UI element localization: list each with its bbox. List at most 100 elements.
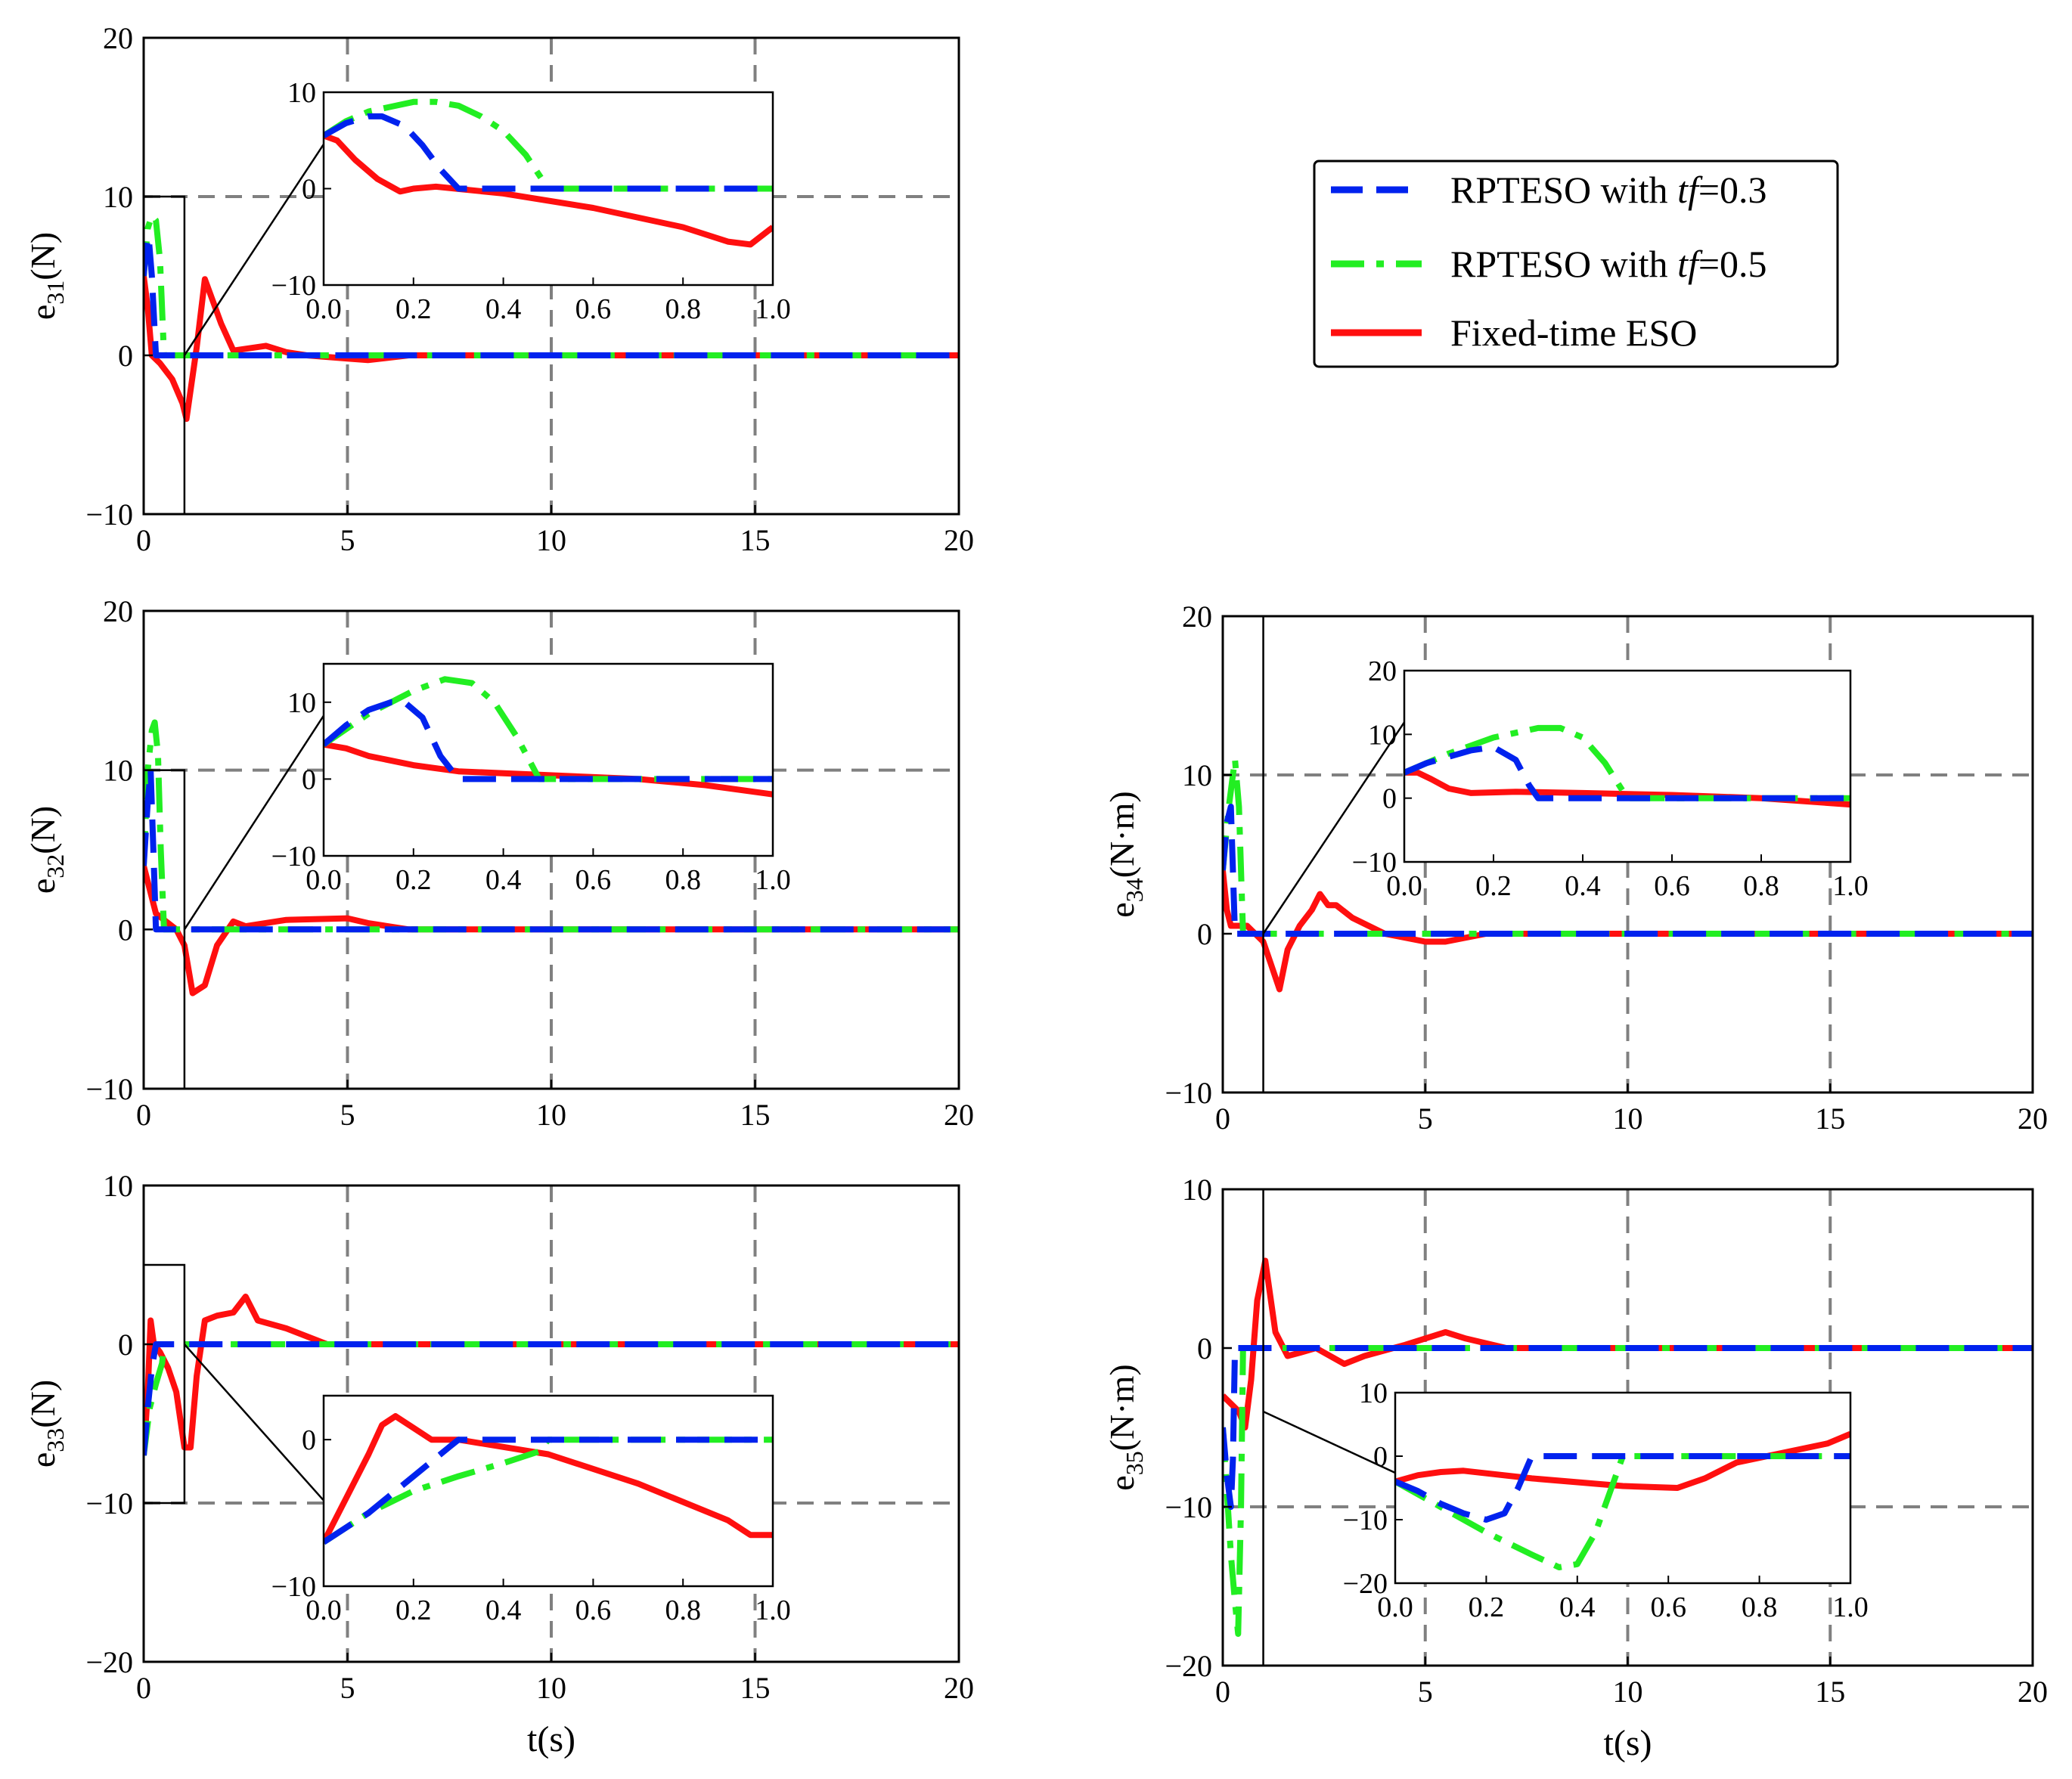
inset-x-tick-label: 0.4 [485, 293, 522, 325]
inset-y-tick-label: 0 [1373, 1441, 1388, 1473]
inset-y-tick-label: 0 [302, 174, 316, 206]
inset-y-tick-label: 0 [302, 764, 316, 795]
zoom-box-e35 [1221, 1188, 1264, 1667]
x-tick-label: 10 [1613, 1675, 1643, 1709]
y-axis-label-e34: e34(N·m) [1103, 791, 1148, 917]
series-group-e32 [144, 719, 959, 996]
x-tick-label: 15 [740, 523, 771, 557]
legend-entries: RPTESO with tf=0.3 RPTESO with tf=0.5 Fixe… [1331, 169, 1767, 354]
legend-entry-rpteso-03: RPTESO with tf=0.3 [1331, 169, 1767, 211]
inset-e33-series-fixed-eso [324, 1413, 773, 1544]
x-tick-label: 15 [740, 1098, 771, 1132]
zoom-connector-e32 [183, 714, 325, 931]
x-tick-label: 5 [340, 1098, 355, 1132]
y-label-unit: (N·m) [1103, 791, 1141, 878]
y-tick-label: 0 [118, 339, 133, 373]
x-tick-label: 0 [136, 523, 151, 557]
inset-x-tick-label: 1.0 [755, 864, 791, 896]
inset-y-tick-label: 20 [1368, 656, 1397, 687]
x-tick-label: 5 [340, 523, 355, 557]
inset-e31-series-rpteso-05 [324, 98, 773, 192]
series-group-e35 [1223, 1257, 2033, 1637]
inset-x-tick-label: 0.0 [306, 864, 342, 896]
inset-y-tick-label: 10 [1368, 719, 1397, 751]
zoom-box-e34 [1221, 615, 1264, 1094]
legend: RPTESO with tf=0.3 RPTESO with tf=0.5 Fixe… [1313, 160, 1839, 368]
y-tick-label: −10 [1165, 1076, 1212, 1110]
inset-x-tick-label: 0.0 [1386, 870, 1422, 902]
x-tick-label: 20 [2018, 1102, 2048, 1136]
inset-e34: 0.0 0.2 0.4 0.6 0.8 1.0 −10 0 10 20 [1352, 656, 1869, 902]
x-tick-label: 15 [740, 1671, 771, 1705]
e34-series-fixed-eso [1223, 869, 2033, 993]
inset-x-tick-label: 0.0 [306, 293, 342, 325]
zoom-connector-e35 [1263, 1410, 1396, 1474]
inset-x-tick-label: 0.2 [395, 293, 432, 325]
inset-frame [1403, 669, 1852, 863]
legend-label-text: RPTESO with [1450, 169, 1677, 211]
x-axis-label-e35: t(s) [1604, 1723, 1652, 1763]
inset-y-tick-label: −10 [1343, 1505, 1388, 1536]
inset-x-tick-label: 0.2 [395, 1595, 432, 1626]
x-tick-label: 10 [536, 1671, 566, 1705]
inset-e31: 0.0 0.2 0.4 0.6 0.8 1.0 −10 0 10 [271, 77, 791, 325]
x-tick-label: 10 [536, 523, 566, 557]
zoom-box-e33 [142, 1263, 186, 1505]
y-tick-label: 10 [103, 1169, 133, 1203]
inset-e34-series-rpteso-03 [1404, 744, 1850, 801]
y-axis-label-e32: e32(N) [23, 806, 69, 894]
inset-x-tick-label: 0.4 [485, 1595, 522, 1626]
y-tick-label: 20 [1182, 600, 1212, 634]
y-label-base: e [23, 879, 62, 894]
zoom-connector-e34 [1262, 721, 1406, 934]
inset-x-tick-label: 1.0 [755, 1595, 791, 1626]
y-tick-label: 0 [118, 913, 133, 947]
inset-y-tick-label: −10 [271, 841, 316, 872]
inset-y-tick-label: 10 [287, 687, 316, 719]
inset-x-tick-label: 1.0 [1832, 870, 1869, 902]
x-tick-label: 0 [136, 1098, 151, 1132]
y-tick-label: −20 [1165, 1649, 1212, 1683]
y-tick-label: −10 [85, 497, 133, 532]
inset-y-tick-label: −10 [271, 270, 316, 302]
legend-label-suffix: =0.3 [1698, 169, 1767, 211]
inset-e33: 0.0 0.2 0.4 0.6 0.8 1.0 −10 0 [271, 1394, 791, 1626]
inset-x-tick-label: 0.6 [575, 864, 612, 896]
inset-e34-series-rpteso-05 [1404, 724, 1850, 801]
y-label-subscript: 31 [42, 280, 69, 305]
inset-x-tick-label: 0.0 [1377, 1591, 1413, 1623]
y-tick-label: 20 [103, 594, 133, 628]
y-axis-label-e33: e33(N) [23, 1380, 69, 1468]
zoom-connector-e31 [183, 144, 325, 356]
y-label-base: e [23, 305, 62, 320]
inset-y-tick-label: −20 [1343, 1568, 1388, 1600]
x-tick-label: 20 [2018, 1675, 2048, 1709]
e32-series-rpteso-05 [144, 719, 959, 933]
inset-y-tick-label: −10 [1352, 847, 1397, 879]
inset-y-tick-label: −10 [271, 1571, 316, 1603]
inset-y-tick-label: 10 [1359, 1378, 1388, 1409]
inset-e33-series-rpteso-03 [324, 1437, 773, 1545]
inset-background [324, 1396, 773, 1586]
inset-x-tick-label: 0.8 [1742, 1591, 1778, 1623]
legend-frame [1313, 160, 1839, 368]
legend-label-suffix: =0.5 [1698, 243, 1767, 285]
inset-x-tick-label: 1.0 [755, 293, 791, 325]
inset-x-tick-label: 0.4 [1559, 1591, 1596, 1623]
legend-entry-rpteso-05: RPTESO with tf=0.5 [1331, 243, 1767, 285]
inset-x-tick-label: 0.6 [1650, 1591, 1686, 1623]
y-label-unit: (N·m) [1103, 1364, 1141, 1451]
y-tick-label: −20 [85, 1645, 133, 1679]
inset-e35-series-rpteso-05 [1395, 1453, 1850, 1570]
x-tick-label: 15 [1815, 1102, 1845, 1136]
inset-x-tick-label: 0.0 [306, 1595, 342, 1626]
y-label-subscript: 33 [42, 1428, 69, 1452]
inset-x-tick-label: 0.2 [1469, 1591, 1505, 1623]
series-group-e33 [144, 1294, 959, 1456]
y-tick-label: 0 [118, 1328, 133, 1362]
